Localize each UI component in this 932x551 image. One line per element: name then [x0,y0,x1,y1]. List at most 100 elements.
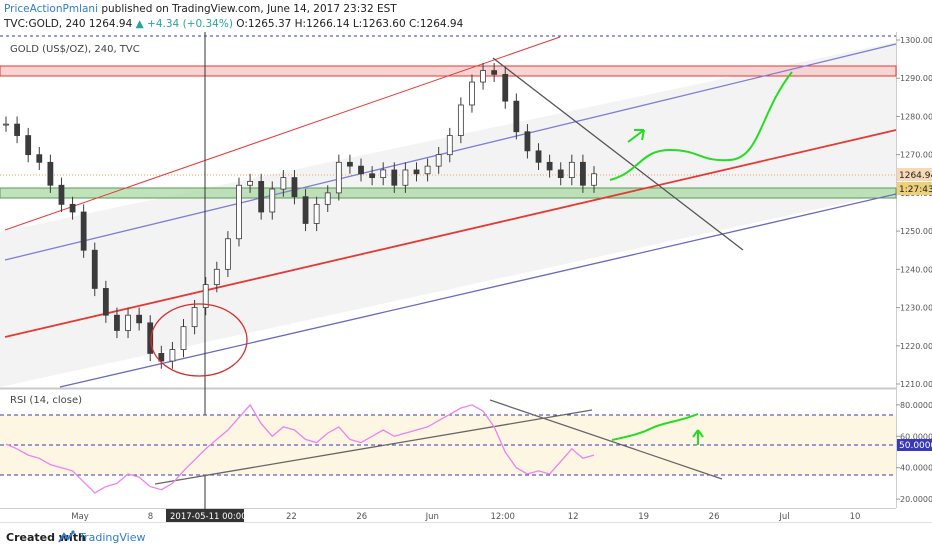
candle-body [380,169,387,178]
candle-body [535,150,542,163]
candle-body [369,173,376,178]
candle-body [202,284,209,308]
candle-body [358,165,364,175]
support-zone [0,187,897,199]
candle-body [557,169,564,178]
candle-body [3,123,9,126]
candle-body [47,161,54,186]
rsi-current-tag-label: 50.0000 [899,441,932,451]
candle-body [391,169,398,186]
candle-body [435,154,442,167]
time-tick-label: 10 [850,512,861,522]
candle-body [36,154,43,163]
candle-body [524,131,531,152]
countdown-tag [897,182,932,195]
time-tick-label: Jul [778,512,789,522]
candle-body [14,123,20,136]
candle-body [457,104,464,136]
candle-body [224,238,231,270]
candle-body [269,188,276,213]
candle-body [469,81,475,106]
price-tick-label: 1230.00 [900,304,932,313]
lower-blue-channel-line [59,193,897,388]
candle-body [546,161,553,171]
author-link[interactable]: PriceActionPmlani [4,3,98,15]
candle-body [158,353,165,362]
countdown-tag-label: 1:27:43 [899,185,932,195]
candle-body [502,74,509,102]
candle-body [191,307,198,328]
candle-body [413,169,420,175]
mid-red-trend-line [4,129,897,338]
time-tick-label: May [71,512,89,522]
crosshair-date-tag [166,509,244,522]
candle-body [313,203,320,224]
price-tick-label: 1240.00 [900,265,932,274]
last-price-tag [897,168,932,181]
symbol-label: TVC:GOLD, 240 [4,18,86,30]
candle-body [247,181,253,186]
time-tick-label: 8 [148,512,153,522]
price-change: ▲ +4.34 (+0.34%) [135,18,233,30]
price-tick-label: 1220.00 [900,342,932,351]
candle-body [58,184,65,205]
candle-body [424,165,431,175]
candle-body [258,181,265,213]
last-price-tag-label: 1264.94 [899,171,932,181]
price-up-arrow-icon [627,129,645,143]
candle-body [302,196,309,224]
candle-body [291,177,298,198]
candle-body [480,70,486,83]
rsi-line [5,403,595,494]
rsi-falling-trend-line [489,399,723,480]
candle-body [446,135,453,156]
candle-body [80,211,87,251]
candle-body [25,135,32,156]
candle-body [213,268,220,286]
rsi-tick-label: 20.0000 [900,495,932,504]
rsi-tick-label: 40.0000 [900,464,932,473]
price-down-trend-line [492,57,744,251]
candle-body [69,203,76,213]
created-with-label: Created with [6,531,86,544]
publish-line: PriceActionPmlani published on TradingVi… [4,3,397,15]
time-tick-label: Jun [425,512,439,522]
candle-body [91,249,98,289]
candle-body [402,169,409,186]
price-tick-label: 1270.00 [900,151,932,160]
publish-info: published on TradingView.com, June 14, 2… [101,3,397,15]
candle-body [147,322,154,354]
candle-body [491,70,498,75]
rsi-up-arrow-icon [692,429,704,445]
chart-canvas[interactable]: GOLD (US$/OZ), 240, TVC 1210.00 1220.00 12… [0,32,932,522]
time-tick-label: 19 [638,512,649,522]
footer-bar: Created with TradingView [0,522,932,551]
candle-body [324,192,331,205]
price-axis-ticks: 1210.001220.001230.001240.001250.001260.… [896,36,932,389]
time-tick-label: 12:00 [490,512,515,522]
last-price: 1264.94 [88,18,133,30]
price-projection-path [609,71,793,181]
tradingview-brand-link[interactable]: TradingView [79,531,146,544]
rsi-axis-ticks: 20.0000 40.0000 60.0000 80.0000 [896,401,932,504]
resistance-zone [0,65,897,77]
symbol-line: TVC:GOLD, 240 1264.94 ▲ +4.34 (+0.34%) O… [4,18,463,30]
candle-body [125,314,131,331]
candle-body [169,349,176,362]
time-tick-label: 12 [568,512,579,522]
tradingview-logo-icon[interactable] [58,529,76,548]
price-tick-label: 1210.00 [900,380,932,389]
candle-body [236,184,242,240]
rsi-tick-label: 80.0000 [900,401,932,410]
time-tick-label: 22 [286,512,297,522]
candle-body [280,177,287,190]
candle-body [180,326,187,350]
price-tick-label: 1250.00 [900,227,932,236]
chart-header: PriceActionPmlani published on TradingVi… [0,0,932,32]
candle-body [580,161,586,186]
price-channel-fill [0,42,896,387]
ohlc-values: O:1265.37 H:1266.14 L:1263.60 C:1264.94 [236,18,464,30]
candle-body [347,161,353,167]
price-panel-title: GOLD (US$/OZ), 240, TVC [10,44,140,55]
candle-body [568,161,575,179]
